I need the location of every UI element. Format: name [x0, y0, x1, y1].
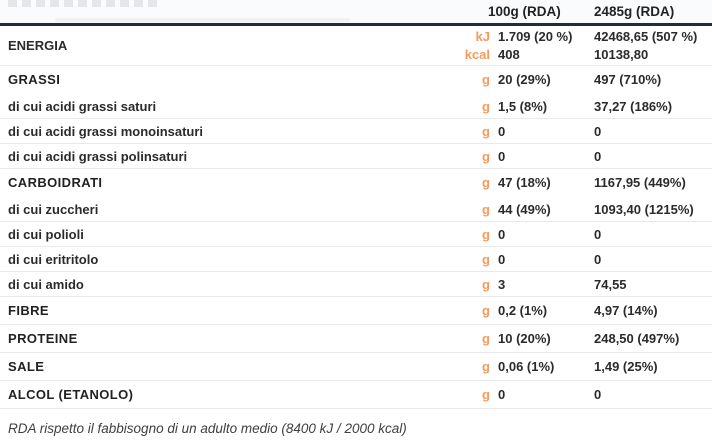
value-2485g: 497 (710%) — [594, 72, 662, 87]
table-row-proteine: PROTEINE g 10 (20%) 248,50 (497%) — [0, 325, 712, 353]
nutrient-label: ALCOL (ETANOLO) — [8, 387, 134, 402]
table-row-zuccheri: di cui zuccheri g 44 (49%) 1093,40 (1215… — [0, 197, 712, 222]
nutrient-label: di cui zuccheri — [8, 201, 99, 217]
unit-label-g: g — [482, 251, 490, 267]
table-row-amido: di cui amido g 3 74,55 — [0, 272, 712, 297]
table-row-polioli: di cui polioli g 0 0 — [0, 222, 712, 247]
footer: RDA rispetto il fabbisogno di un adulto … — [0, 409, 712, 447]
value-2485g: 1167,95 (449%) — [594, 175, 686, 190]
value-100g: 47 (18%) — [498, 175, 551, 190]
nutrient-label: di cui acidi grassi saturi — [8, 98, 157, 114]
unit-label-g: g — [482, 148, 490, 164]
value-100g: 0 — [498, 123, 506, 139]
cropped-row-remnant — [55, 18, 350, 22]
value-100g: 0 — [498, 148, 506, 164]
value-2485g: 0 — [594, 251, 602, 267]
value-2485g: 37,27 (186%) — [594, 98, 673, 114]
unit-label-g: g — [482, 387, 490, 402]
table-row-monoinsaturi: di cui acidi grassi monoinsaturi g 0 0 — [0, 119, 712, 144]
value-2485g: 74,55 — [594, 276, 627, 292]
unit-label-g: g — [482, 175, 490, 190]
value-2485g: 0 — [594, 123, 602, 139]
nutrient-label: ENERGIA — [8, 38, 68, 53]
value-100g: 44 (49%) — [498, 201, 551, 217]
energy-values: kJ 1.709 (20 %) 42468,65 (507 %) kcal 40… — [454, 28, 712, 64]
value-2485g: 248,50 (497%) — [594, 331, 680, 346]
nutrient-label: di cui amido — [8, 276, 84, 292]
table-row-alcol: ALCOL (ETANOLO) g 0 0 — [0, 381, 712, 409]
value-100g: 3 — [498, 276, 506, 292]
table-row-carboidrati: CARBOIDRATI g 47 (18%) 1167,95 (449%) — [0, 169, 712, 197]
nutrient-label: PROTEINE — [8, 331, 78, 346]
nutrient-label: di cui eritritolo — [8, 251, 99, 267]
table-row-saturi: di cui acidi grassi saturi g 1,5 (8%) 37… — [0, 94, 712, 119]
value-2485g: 42468,65 (507 %) — [594, 29, 698, 44]
value-2485g: 1,49 (25%) — [594, 359, 658, 374]
value-100g: 0,06 (1%) — [498, 359, 555, 374]
unit-label-kcal: kcal — [464, 47, 490, 62]
unit-label-g: g — [482, 98, 490, 114]
unit-label-g: g — [482, 72, 490, 87]
table-row-fibre: FIBRE g 0,2 (1%) 4,97 (14%) — [0, 297, 712, 325]
nutrient-label: di cui acidi grassi polinsaturi — [8, 148, 188, 164]
nutrient-label: di cui polioli — [8, 226, 84, 242]
value-100g: 1.709 (20 %) — [498, 29, 573, 44]
table-row-polinsaturi: di cui acidi grassi polinsaturi g 0 0 — [0, 144, 712, 169]
value-2485g: 0 — [594, 148, 602, 164]
column-header-2485g: 2485g (RDA) — [594, 4, 675, 19]
unit-label-g: g — [482, 226, 490, 242]
unit-label-g: g — [482, 201, 490, 217]
nutrient-label: SALE — [8, 359, 45, 374]
unit-label-g: g — [482, 303, 490, 318]
value-100g: 0 — [498, 226, 506, 242]
value-2485g: 0 — [594, 387, 602, 402]
value-100g: 0 — [498, 387, 506, 402]
unit-label-kj: kJ — [475, 29, 490, 44]
value-100g: 20 (29%) — [498, 72, 551, 87]
nutrient-label: FIBRE — [8, 303, 49, 318]
cropped-text-remnant — [8, 0, 160, 7]
value-2485g: 1093,40 (1215%) — [594, 201, 694, 217]
nutrient-label: CARBOIDRATI — [8, 175, 103, 190]
table-row-sale: SALE g 0,06 (1%) 1,49 (25%) — [0, 353, 712, 381]
unit-label-g: g — [482, 123, 490, 139]
table-row-eritritolo: di cui eritritolo g 0 0 — [0, 247, 712, 272]
column-header-100g: 100g (RDA) — [488, 4, 561, 19]
value-100g: 0 — [498, 251, 506, 267]
table-row-energia: ENERGIA kJ 1.709 (20 %) 42468,65 (507 %)… — [0, 26, 712, 66]
nutrient-label: GRASSI — [8, 72, 61, 87]
energy-kcal-line: kcal 408 10138,80 — [454, 46, 712, 64]
value-100g: 1,5 (8%) — [498, 98, 548, 114]
value-2485g: 0 — [594, 226, 602, 242]
value-100g: 408 — [498, 47, 520, 62]
value-100g: 0,2 (1%) — [498, 303, 548, 318]
value-2485g: 4,97 (14%) — [594, 303, 658, 318]
value-100g: 10 (20%) — [498, 331, 551, 346]
rda-footnote: RDA rispetto il fabbisogno di un adulto … — [8, 421, 407, 436]
unit-label-g: g — [482, 276, 490, 292]
table-row-grassi: GRASSI g 20 (29%) 497 (710%) — [0, 66, 712, 94]
energy-kj-line: kJ 1.709 (20 %) 42468,65 (507 %) — [454, 28, 712, 46]
unit-label-g: g — [482, 359, 490, 374]
value-2485g: 10138,80 — [594, 47, 649, 62]
unit-label-g: g — [482, 331, 490, 346]
table-header: 100g (RDA) 2485g (RDA) — [0, 0, 712, 26]
nutrient-label: di cui acidi grassi monoinsaturi — [8, 123, 204, 139]
